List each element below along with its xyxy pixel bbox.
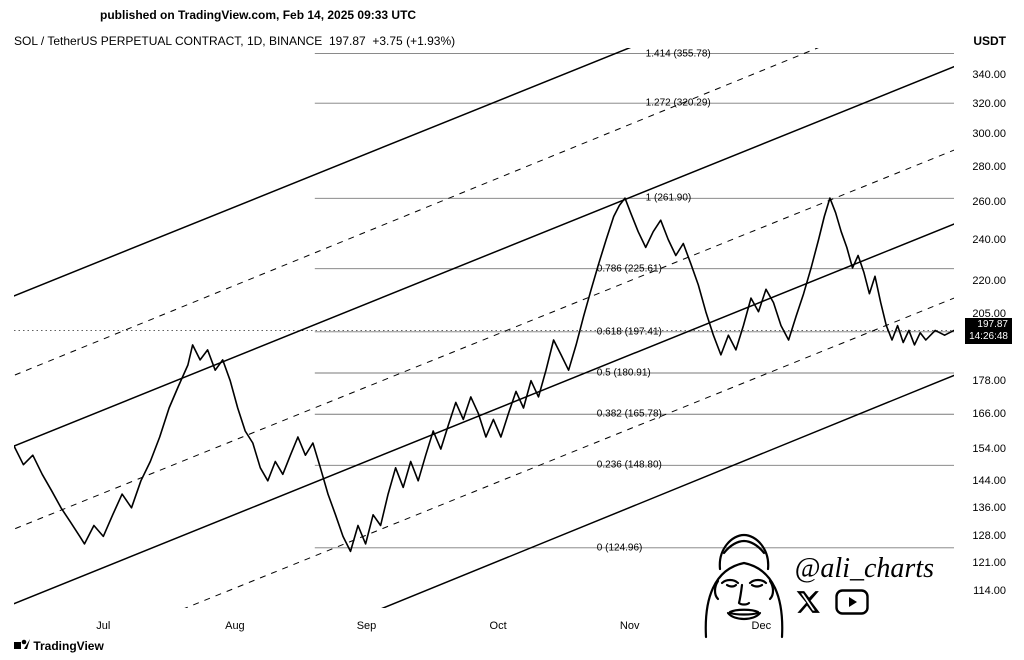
y-tick: 220.00 <box>972 275 1006 287</box>
price-flag: 197.87 14:26:48 <box>965 318 1012 344</box>
tradingview-text: TradingView <box>33 639 103 653</box>
y-tick: 260.00 <box>972 196 1006 208</box>
author-handle: @ali_charts <box>795 553 934 585</box>
chart-svg <box>14 48 954 608</box>
y-tick: 178.00 <box>972 375 1006 387</box>
fib-label: 0 (124.96) <box>597 542 643 553</box>
x-tick: Nov <box>620 620 640 632</box>
symbol-pair: SOL / TetherUS PERPETUAL CONTRACT, 1D, B… <box>14 34 322 48</box>
fib-label: 0.382 (165.78) <box>597 409 662 420</box>
tradingview-icon <box>14 639 30 654</box>
quote-currency: USDT <box>973 34 1006 48</box>
fib-label: 0.236 (148.80) <box>597 460 662 471</box>
x-tick: Oct <box>490 620 507 632</box>
x-tick: Sep <box>357 620 377 632</box>
y-tick: 166.00 <box>972 408 1006 420</box>
x-icon <box>795 589 821 615</box>
fib-label: 0.618 (197.41) <box>597 326 662 337</box>
y-tick: 340.00 <box>972 69 1006 81</box>
y-tick: 114.00 <box>973 585 1006 597</box>
youtube-icon <box>835 589 869 615</box>
price-flag-price: 197.87 <box>969 319 1008 331</box>
fib-label: 0.786 (225.61) <box>597 263 662 274</box>
price-chart[interactable] <box>14 48 954 608</box>
symbol-line: SOL / TetherUS PERPETUAL CONTRACT, 1D, B… <box>14 34 455 48</box>
y-tick: 144.00 <box>972 475 1006 487</box>
y-tick: 240.00 <box>972 234 1006 246</box>
fib-label: 1 (261.90) <box>646 193 692 204</box>
fib-label: 1.414 (355.78) <box>646 48 711 59</box>
publish-info: published on TradingView.com, Feb 14, 20… <box>100 8 416 22</box>
x-axis: JulAugSepOctNovDec <box>14 620 954 638</box>
y-tick: 300.00 <box>972 128 1006 140</box>
x-tick: Aug <box>225 620 245 632</box>
y-tick: 136.00 <box>972 502 1006 514</box>
y-tick: 128.00 <box>972 530 1006 542</box>
x-tick: Jul <box>96 620 110 632</box>
price-change-pct: (+1.93%) <box>406 34 455 48</box>
y-tick: 154.00 <box>972 443 1006 455</box>
tradingview-logo: TradingView <box>14 639 104 654</box>
author-avatar <box>684 519 804 644</box>
price-change: +3.75 <box>372 34 402 48</box>
price-flag-countdown: 14:26:48 <box>969 331 1008 343</box>
y-tick: 121.00 <box>972 557 1006 569</box>
last-price: 197.87 <box>329 34 366 48</box>
y-tick: 320.00 <box>972 98 1006 110</box>
watermark: @ali_charts <box>795 553 934 620</box>
y-tick: 280.00 <box>972 161 1006 173</box>
fib-label: 0.5 (180.91) <box>597 368 651 379</box>
fib-label: 1.272 (320.29) <box>646 98 711 109</box>
